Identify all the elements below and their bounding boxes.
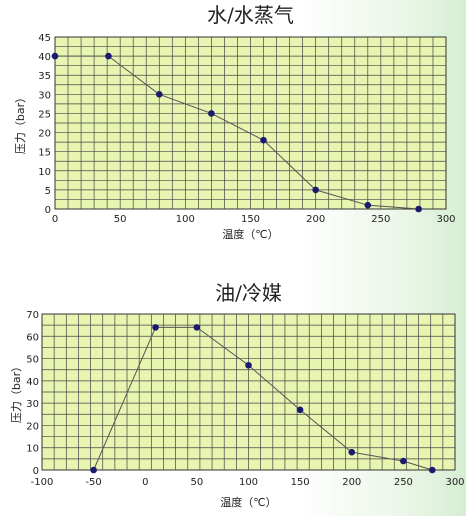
y-tick-label: 70 — [26, 310, 39, 321]
x-tick-label: 200 — [342, 477, 361, 488]
data-point — [90, 466, 97, 474]
series-line-1 — [55, 55, 419, 210]
x-tick-label: 50 — [191, 477, 204, 488]
y-tick-label: 40 — [38, 52, 51, 63]
data-point — [260, 136, 267, 144]
data-point — [428, 466, 436, 474]
y-tick-label: 25 — [38, 109, 51, 120]
y-tick-label: 10 — [26, 444, 39, 455]
x-tick-label: 50 — [114, 214, 127, 225]
x-tick-label: 200 — [306, 214, 325, 225]
y-tick-label: 20 — [38, 129, 51, 140]
y-tick-label: 30 — [38, 90, 51, 101]
data-point — [312, 186, 319, 194]
y-tick-label: 20 — [26, 421, 39, 432]
data-point — [364, 201, 372, 209]
y-tick-label: 45 — [38, 33, 51, 44]
y-tick-label: 15 — [38, 148, 51, 159]
data-point — [415, 205, 422, 213]
x-tick-label: -100 — [31, 477, 54, 488]
y-tick-label: 0 — [33, 466, 39, 477]
data-point — [400, 457, 407, 465]
data-point — [193, 324, 201, 331]
data-point — [348, 448, 356, 456]
data-point — [105, 52, 112, 60]
x-tick-label: 0 — [142, 477, 148, 488]
x-tick-label: 250 — [371, 214, 390, 225]
y-tick-label: 40 — [26, 377, 39, 388]
x-tick-label: 100 — [176, 214, 195, 225]
series-line-2 — [93, 326, 433, 471]
x-tick-label: 300 — [436, 214, 455, 225]
y-tick-label: 50 — [26, 355, 39, 366]
y-tick-label: 60 — [26, 332, 39, 343]
y-tick-label: 10 — [38, 167, 51, 178]
data-point — [208, 110, 215, 117]
data-point — [245, 361, 252, 369]
data-point — [296, 406, 304, 414]
y-axis-label-2: 压力（bar） — [10, 361, 23, 423]
x-tick-label: 150 — [241, 214, 260, 225]
y-tick-label: 35 — [38, 71, 51, 82]
y-tick-label: 5 — [45, 186, 51, 197]
x-tick-label: 100 — [239, 477, 258, 488]
x-axis-label-1: 温度（℃） — [222, 227, 278, 241]
y-tick-label: 30 — [26, 399, 39, 410]
x-tick-label: 0 — [52, 214, 58, 225]
chart-title-2: 油/冷媒 — [215, 281, 282, 305]
x-tick-label: -50 — [85, 477, 101, 488]
chart-title-1: 水/水蒸气 — [207, 3, 294, 27]
x-tick-label: 150 — [291, 477, 310, 488]
data-point — [152, 324, 159, 331]
y-tick-label: 0 — [45, 205, 51, 216]
x-axis-label-2: 温度（℃） — [220, 495, 276, 509]
data-point — [155, 91, 163, 98]
y-axis-label-1: 压力（bar） — [14, 92, 27, 154]
data-point — [51, 52, 59, 60]
x-tick-label: 300 — [445, 477, 464, 488]
x-tick-label: 250 — [394, 477, 413, 488]
